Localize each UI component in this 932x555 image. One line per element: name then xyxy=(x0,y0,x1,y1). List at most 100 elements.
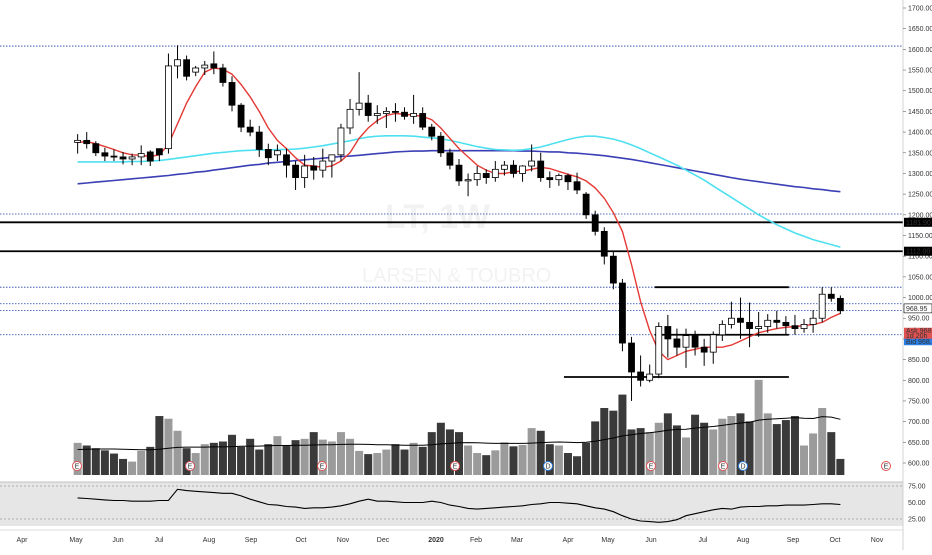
candle[interactable] xyxy=(210,51,218,75)
candle[interactable] xyxy=(528,144,536,172)
candle[interactable] xyxy=(310,156,318,180)
candle[interactable] xyxy=(773,310,781,329)
earnings-icon[interactable] xyxy=(72,461,82,471)
event-marker[interactable]: E xyxy=(881,461,891,471)
candle[interactable] xyxy=(155,148,163,162)
candle[interactable] xyxy=(637,355,644,387)
candle[interactable] xyxy=(836,295,844,315)
candle[interactable] xyxy=(646,364,654,383)
candle[interactable] xyxy=(283,148,290,178)
candle[interactable] xyxy=(437,132,445,157)
candlesticks[interactable] xyxy=(74,45,844,401)
earnings-icon[interactable] xyxy=(881,461,891,471)
candle[interactable] xyxy=(700,338,708,366)
earnings-icon[interactable] xyxy=(185,461,195,471)
candle[interactable] xyxy=(373,105,381,124)
candle[interactable] xyxy=(292,161,299,190)
candle[interactable] xyxy=(83,132,91,149)
candle[interactable] xyxy=(382,107,390,128)
candle[interactable] xyxy=(419,107,427,131)
candle[interactable] xyxy=(355,72,363,116)
candle[interactable] xyxy=(691,330,699,356)
candle[interactable] xyxy=(219,63,227,87)
candle[interactable] xyxy=(609,252,617,290)
candle[interactable] xyxy=(510,160,517,178)
candle[interactable] xyxy=(146,150,154,167)
candle[interactable] xyxy=(491,161,499,182)
candle[interactable] xyxy=(110,149,118,162)
candle[interactable] xyxy=(464,173,472,197)
candle[interactable] xyxy=(101,147,109,162)
candle[interactable] xyxy=(628,336,635,401)
candle[interactable] xyxy=(392,103,399,122)
candle[interactable] xyxy=(446,148,454,170)
candle[interactable] xyxy=(410,94,418,124)
candle[interactable] xyxy=(800,319,808,333)
event-markers[interactable]: EDEEEDEEDE xyxy=(72,461,891,471)
event-marker[interactable]: E xyxy=(718,461,728,471)
candle[interactable] xyxy=(174,45,181,79)
candle[interactable] xyxy=(128,153,136,166)
candle[interactable] xyxy=(728,301,735,329)
event-marker[interactable]: D xyxy=(738,461,748,471)
candle[interactable] xyxy=(818,287,826,323)
candle[interactable] xyxy=(500,161,508,176)
candle[interactable] xyxy=(346,99,354,135)
candle[interactable] xyxy=(537,152,545,182)
candle[interactable] xyxy=(337,123,345,162)
candle[interactable] xyxy=(764,314,772,333)
candle[interactable] xyxy=(301,154,309,188)
candle[interactable] xyxy=(255,125,263,157)
candle[interactable] xyxy=(273,144,281,162)
candle[interactable] xyxy=(573,172,581,195)
candle[interactable] xyxy=(619,278,626,352)
dividend-icon[interactable] xyxy=(543,461,553,471)
candle[interactable] xyxy=(364,94,372,122)
candle[interactable] xyxy=(137,145,145,166)
candle[interactable] xyxy=(546,171,554,188)
candle[interactable] xyxy=(74,134,82,154)
candle[interactable] xyxy=(228,76,236,112)
candle[interactable] xyxy=(737,297,744,339)
candle[interactable] xyxy=(264,143,272,166)
candle[interactable] xyxy=(600,227,608,265)
candle[interactable] xyxy=(201,60,209,76)
event-marker[interactable]: E xyxy=(450,461,460,471)
earnings-icon[interactable] xyxy=(646,461,656,471)
candle[interactable] xyxy=(246,119,254,137)
candle[interactable] xyxy=(682,328,690,368)
dividend-icon[interactable] xyxy=(738,461,748,471)
candle[interactable] xyxy=(664,314,672,358)
event-marker[interactable]: E xyxy=(646,461,656,471)
candle[interactable] xyxy=(582,192,590,219)
event-marker[interactable]: E xyxy=(72,461,82,471)
candle[interactable] xyxy=(591,210,599,236)
candle[interactable] xyxy=(473,166,481,186)
event-marker[interactable]: D xyxy=(543,461,553,471)
earnings-icon[interactable] xyxy=(450,461,460,471)
candle[interactable] xyxy=(237,103,245,133)
candle[interactable] xyxy=(92,141,100,157)
candle[interactable] xyxy=(673,328,681,356)
candle[interactable] xyxy=(746,302,753,348)
candle[interactable] xyxy=(482,169,490,184)
candle[interactable] xyxy=(428,123,436,141)
candle[interactable] xyxy=(165,53,172,154)
candle[interactable] xyxy=(519,165,526,182)
earnings-icon[interactable] xyxy=(317,461,327,471)
candle[interactable] xyxy=(401,107,408,120)
candle[interactable] xyxy=(655,322,663,379)
candle[interactable] xyxy=(192,65,200,77)
candle[interactable] xyxy=(709,331,717,364)
candle[interactable] xyxy=(791,314,799,335)
candle[interactable] xyxy=(782,316,790,335)
candle[interactable] xyxy=(718,320,726,341)
candle[interactable] xyxy=(827,287,835,302)
candle[interactable] xyxy=(455,158,463,186)
event-marker[interactable]: E xyxy=(317,461,327,471)
candle[interactable] xyxy=(555,173,563,186)
time-axis[interactable]: Apr May Jun Jul Aug Sep Oct Nov Dec 2020 Feb Mar Apr… xyxy=(0,529,903,544)
candle[interactable] xyxy=(319,148,327,178)
